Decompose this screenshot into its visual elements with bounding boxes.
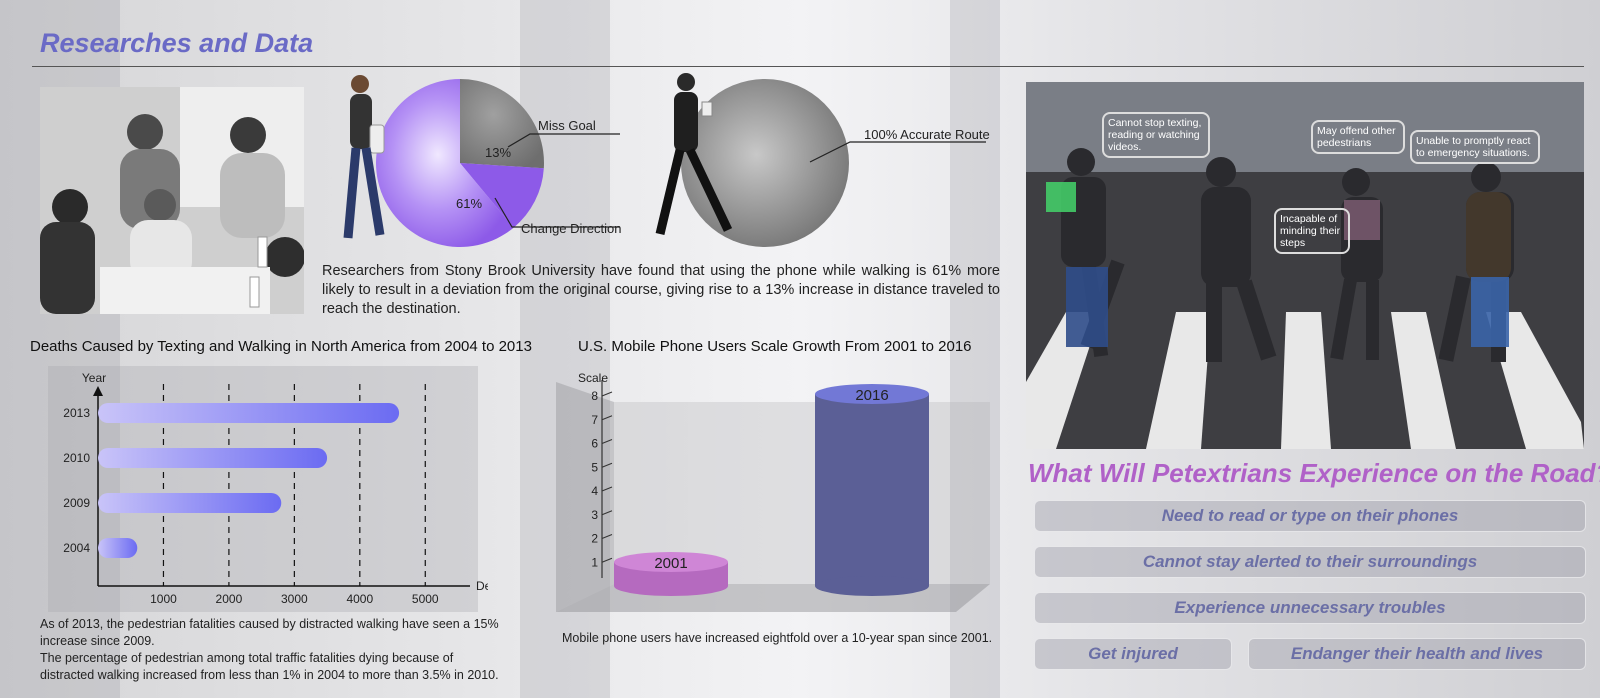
experience-item-endanger: Endanger their health and lives: [1248, 638, 1586, 670]
cylinder-chart-title: U.S. Mobile Phone Users Scale Growth Fro…: [578, 338, 972, 355]
research-paragraph: Researchers from Stony Brook University …: [322, 263, 1000, 317]
bar-caption-2: The percentage of pedestrian among total…: [40, 651, 499, 682]
pie1-slice-miss-goal: [460, 163, 544, 228]
bar-y-tick-label: 2010: [63, 451, 90, 465]
students-photo: [40, 87, 304, 314]
pie-chart-accurate: 100% Accurate Route: [655, 73, 990, 247]
pedestrians-illustration: [1026, 82, 1584, 449]
title-divider: [32, 66, 1584, 67]
bar-x-tick-label: 5000: [412, 592, 439, 606]
phone-users-cylinder-chart: Scale 1 2 3 4 5 6 7 8 2001 2016: [556, 371, 990, 612]
cyl-y-tick-label: 2: [591, 532, 598, 546]
cyl-y-tick-label: 3: [591, 508, 598, 522]
pie1-callout-miss-goal: Miss Goal: [538, 118, 596, 133]
cylinder-caption: Mobile phone users have increased eightf…: [562, 631, 993, 645]
bar-x-tick-label: 1000: [150, 592, 177, 606]
bar-2010: [98, 448, 328, 468]
callout-texting: Cannot stop texting, reading or watching…: [1102, 112, 1210, 158]
bar-x-tick-label: 2000: [216, 592, 243, 606]
pie2-callout: 100% Accurate Route: [864, 127, 990, 142]
callout-emergency: Unable to promptly react to emergency si…: [1410, 130, 1540, 164]
background-building-center: [520, 0, 610, 698]
bar-caption-1: As of 2013, the pedestrian fatalities ca…: [40, 617, 499, 648]
bar-x-tick-label: 3000: [281, 592, 308, 606]
pie1-label-13: 13%: [485, 145, 511, 160]
pedestrians-photo: Cannot stop texting, reading or watching…: [1026, 82, 1584, 449]
cylinder-label-2001: 2001: [654, 555, 687, 572]
cyl-y-tick: [601, 391, 613, 397]
page-title: Researches and Data: [40, 28, 314, 58]
experience-item-alert: Cannot stay alerted to their surrounding…: [1034, 546, 1586, 578]
bar-y-axis-arrow: [93, 386, 103, 396]
cyl-y-tick-label: 8: [591, 389, 598, 403]
cyl-y-tick: [601, 557, 613, 563]
cyl-y-tick-label: 1: [591, 555, 598, 569]
cyl-y-tick: [601, 510, 613, 516]
cyl-y-tick-label: 6: [591, 437, 598, 451]
cyl-y-axis-label: Scale: [578, 371, 608, 385]
cylinder-2001: [614, 552, 728, 596]
background-building-right: [950, 0, 1000, 698]
cyl-y-tick-label: 5: [591, 460, 598, 474]
bar-y-axis-label: Year: [82, 371, 106, 385]
callout-offend: May offend other pedestrians: [1311, 120, 1405, 154]
walking-woman-figure: [343, 75, 385, 239]
bar-x-axis-label: Deaths: [476, 579, 488, 593]
experience-title: What Will Petextrians Experience on the …: [1028, 458, 1600, 488]
experience-item-read-type: Need to read or type on their phones: [1034, 500, 1586, 532]
experience-item-troubles: Experience unnecessary troubles: [1034, 592, 1586, 624]
bar-2009: [98, 493, 282, 513]
deaths-bar-chart: 1000 2000 3000 4000 5000 Deaths Year 2004 2009 20…: [48, 366, 488, 612]
bar-y-tick-label: 2004: [63, 541, 90, 555]
pie-chart-distraction: 13% 61% Miss Goal Change Direction: [343, 75, 621, 247]
experience-item-injured: Get injured: [1034, 638, 1232, 670]
pie1-callout-change-direction: Change Direction: [521, 221, 621, 236]
pie2-slice-accurate-route: [681, 79, 849, 247]
bar-y-tick-label: 2013: [63, 406, 90, 420]
students-illustration: [40, 87, 304, 314]
walking-businessman-figure: [655, 73, 733, 236]
cyl-y-tick: [601, 462, 613, 468]
bar-y-tick-label: 2009: [63, 496, 90, 510]
cyl-y-tick: [601, 415, 613, 421]
callout-steps: Incapable of minding their steps: [1274, 208, 1350, 254]
pie1-slice-change-direction: [376, 79, 514, 247]
cyl-y-tick: [601, 486, 613, 492]
pie1-label-61: 61%: [456, 196, 482, 211]
cyl-y-tick-label: 7: [591, 413, 598, 427]
cylinder-label-2016: 2016: [855, 387, 888, 404]
cyl-y-tick: [601, 439, 613, 444]
bar-2013: [98, 403, 400, 423]
pie1-slice-other: [460, 79, 544, 169]
cyl-y-tick: [601, 534, 613, 539]
cyl-y-tick-label: 4: [591, 484, 598, 498]
cylinder-2016: [815, 384, 929, 596]
bar-chart-title: Deaths Caused by Texting and Walking in …: [30, 338, 532, 355]
bar-x-tick-label: 4000: [346, 592, 373, 606]
bar-2004: [98, 538, 138, 558]
